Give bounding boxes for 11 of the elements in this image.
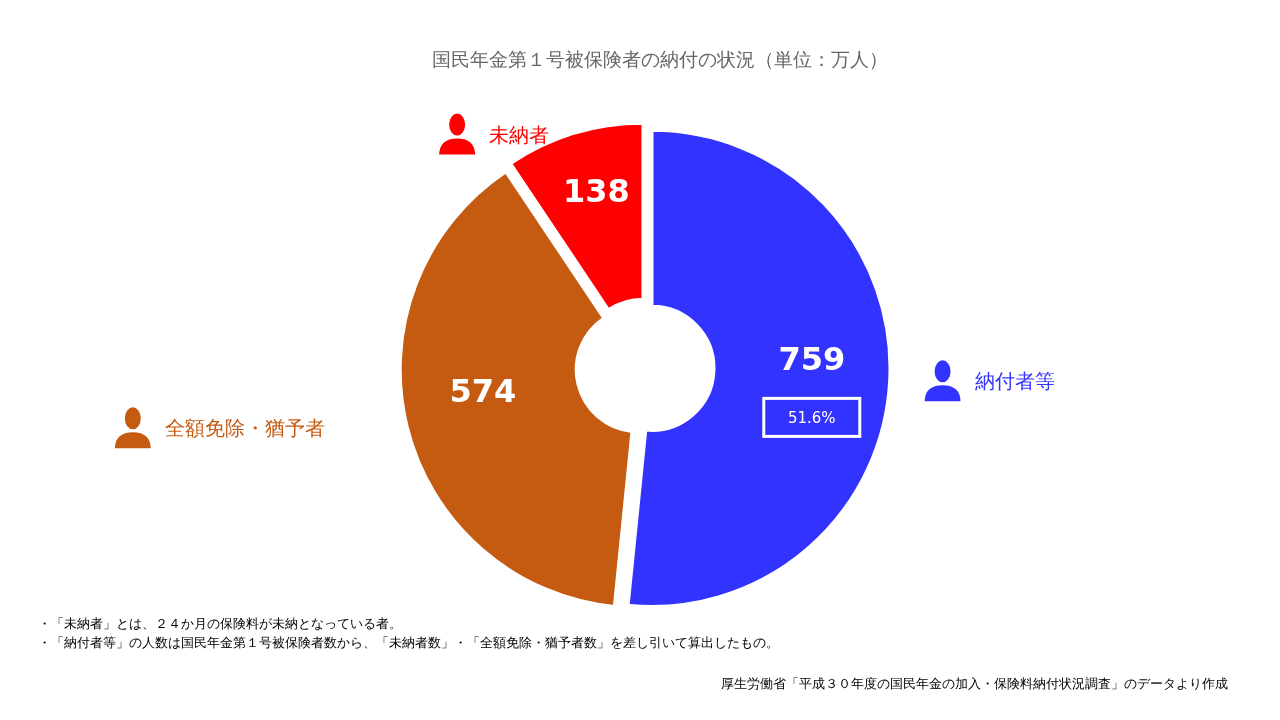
text: ・「納付者等」の人数は国民年金第１号被保険者数から、「未納者数」・「全額免除・猶予者数」を差し引いて算出したもの。 bbox=[38, 635, 779, 650]
chart-title: 国民年金第１号被保険者の納付の状況（単位：万人） bbox=[432, 48, 888, 70]
data-label: 574 bbox=[449, 372, 517, 411]
text: 51.6% bbox=[787, 409, 836, 428]
legend-label: 納付者等 bbox=[974, 369, 1055, 394]
legend-label: 全額免除・猶予者 bbox=[164, 416, 325, 441]
legend-label: 未納者 bbox=[489, 122, 550, 147]
text: ・「未納者」とは、２４か月の保険料が未納となっている者。 bbox=[38, 616, 402, 631]
text: 厚生労働省「平成３０年度の国民年金の加入・保険料納付状況調査」のデータより作成 bbox=[721, 676, 1228, 691]
data-label: 138 bbox=[563, 172, 630, 211]
data-label: 759 bbox=[778, 340, 846, 379]
